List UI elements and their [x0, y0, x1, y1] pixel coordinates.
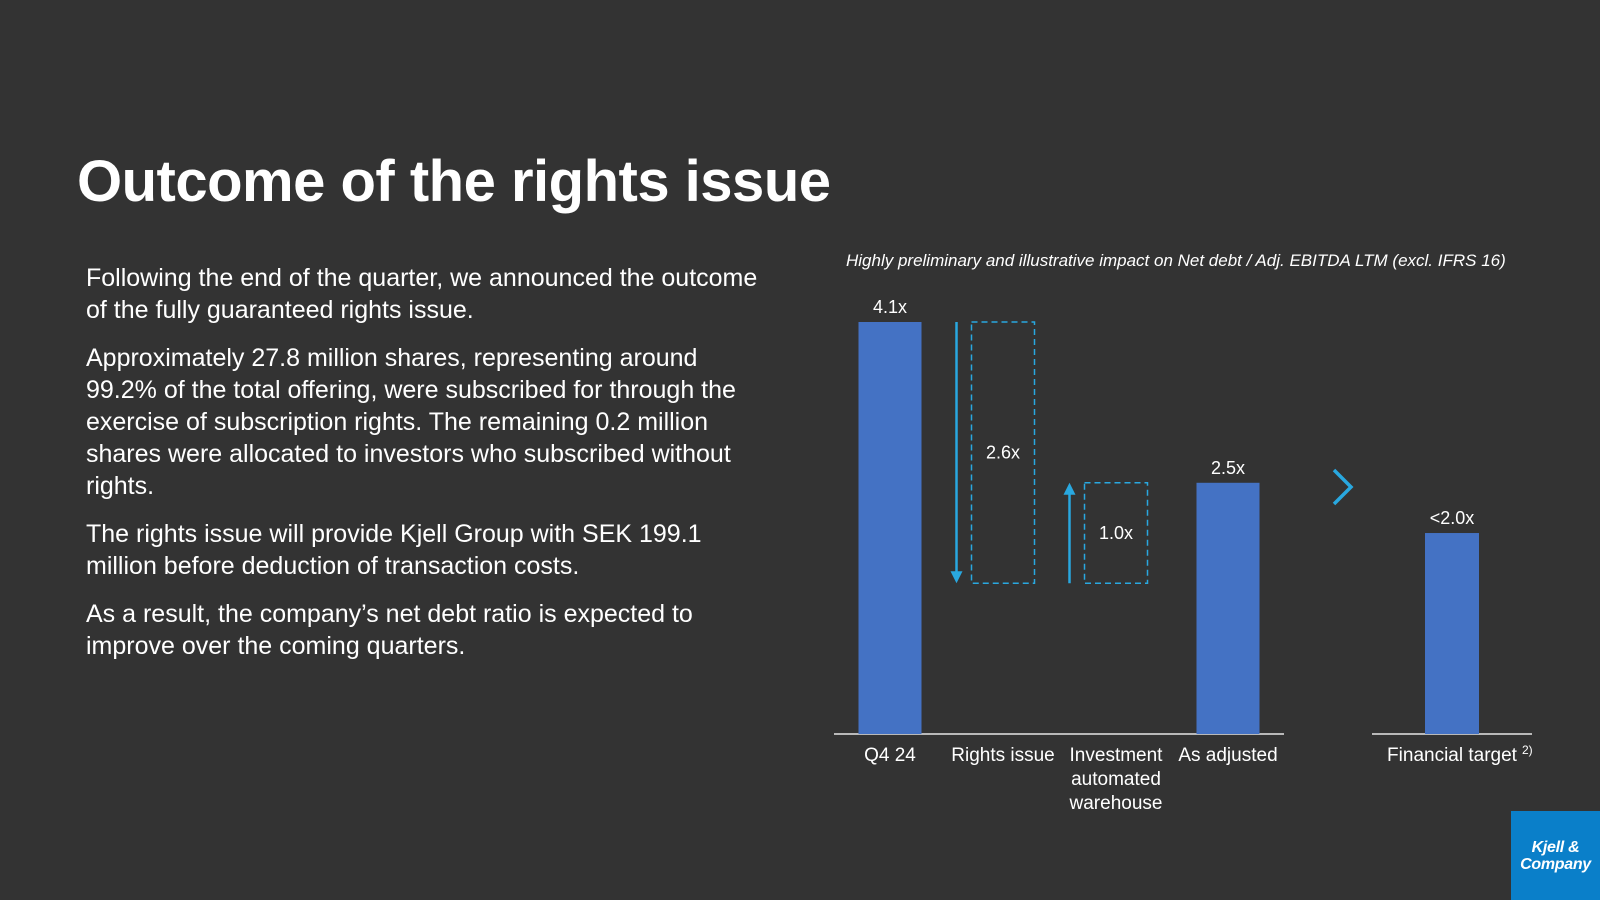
- category-label: Rights issue: [951, 745, 1055, 766]
- page-title: Outcome of the rights issue: [77, 149, 831, 214]
- delta-box: [1083, 482, 1149, 585]
- paragraph: The rights issue will provide Kjell Grou…: [86, 520, 702, 580]
- body-text: Following the end of the quarter, we ann…: [86, 262, 758, 678]
- bar-target: [1425, 533, 1479, 734]
- value-label: <2.0x: [1430, 508, 1475, 528]
- increase-arrow-head: [1063, 482, 1076, 495]
- decrease-arrow-head: [950, 571, 963, 584]
- paragraph: As a result, the company’s net debt rati…: [86, 600, 693, 660]
- chevron-right-icon: [1332, 468, 1354, 506]
- value-label: 2.5x: [1211, 458, 1245, 478]
- logo-line-2: Company: [1520, 855, 1591, 873]
- company-logo: Kjell & Company: [1511, 811, 1600, 900]
- category-label: As adjusted: [1178, 745, 1277, 766]
- category-label: automated: [1071, 769, 1161, 790]
- delta-box: [970, 321, 1036, 585]
- value-label: 2.6x: [986, 443, 1020, 463]
- paragraph: Following the end of the quarter, we ann…: [86, 264, 758, 324]
- footnote-marker: 2): [1522, 743, 1533, 757]
- paragraph: Approximately 27.8 million shares, repre…: [86, 344, 736, 500]
- category-label: Financial target: [1387, 745, 1518, 766]
- bar: [1196, 482, 1260, 734]
- value-label: 1.0x: [1099, 523, 1133, 543]
- category-label: warehouse: [1069, 793, 1163, 814]
- category-label: Q4 24: [864, 745, 916, 766]
- value-label: 4.1x: [873, 297, 907, 317]
- bar: [858, 322, 922, 734]
- category-label: Investment: [1070, 745, 1164, 766]
- chart-subtitle: Highly preliminary and illustrative impa…: [846, 251, 1506, 270]
- logo-line-1: Kjell &: [1531, 838, 1580, 856]
